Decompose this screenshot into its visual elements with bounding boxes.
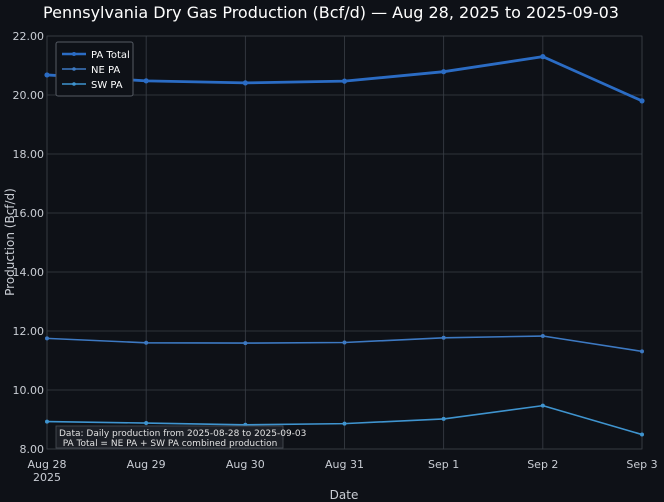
- data-point-ne-pa: [144, 340, 149, 345]
- annotation-line-1: Data: Daily production from 2025-08-28 t…: [59, 429, 306, 439]
- legend-label-ne-pa: NE PA: [91, 65, 120, 76]
- annotation-background: [55, 425, 284, 449]
- x-tick-label: Sep 1: [428, 458, 459, 471]
- data-point-pa-total: [441, 69, 447, 75]
- y-tick-label: 10.00: [13, 384, 45, 397]
- x-tick-label: Aug 30: [226, 458, 265, 471]
- x-tick-label: Aug 29: [127, 458, 166, 471]
- x-year-label: 2025: [33, 471, 61, 484]
- y-axis-title: Production (Bcf/d): [3, 188, 17, 296]
- data-point-pa-total: [540, 54, 546, 60]
- legend: PA Total NE PA SW PA: [55, 41, 134, 97]
- y-tick-label: 8.00: [20, 443, 45, 456]
- x-tick-label: Sep 2: [527, 458, 558, 471]
- data-point-pa-total: [44, 72, 50, 78]
- series-layer: [44, 54, 645, 437]
- y-tick-label: 16.00: [13, 207, 45, 220]
- legend-label-sw-pa: SW PA: [91, 80, 123, 91]
- data-point-ne-pa: [441, 335, 446, 340]
- data-point-pa-total: [639, 98, 645, 104]
- legend-label-pa-total: PA Total: [91, 50, 130, 61]
- data-point-sw-pa: [640, 432, 644, 437]
- y-tick-label: 18.00: [13, 148, 45, 161]
- data-point-sw-pa: [441, 416, 446, 421]
- data-point-sw-pa: [144, 421, 149, 426]
- y-tick-label: 22.00: [13, 30, 45, 43]
- data-point-pa-total: [242, 80, 248, 86]
- grid-layer: [46, 35, 643, 450]
- data-point-sw-pa: [342, 421, 347, 426]
- data-point-ne-pa: [45, 336, 49, 341]
- data-point-pa-total: [143, 78, 149, 84]
- tick-layer: 8.00 10.00 12.00 14.00 16.00 18.00 20.00 22.00 A…: [13, 30, 658, 471]
- x-tick-label: Sep 3: [626, 458, 657, 471]
- x-tick-label: Aug 31: [325, 458, 364, 471]
- data-point-sw-pa: [45, 419, 49, 424]
- x-tick-label: Aug 28: [28, 458, 67, 471]
- legend-marker-sw-pa: [72, 82, 76, 86]
- data-point-sw-pa: [540, 403, 545, 408]
- y-tick-label: 12.00: [13, 325, 45, 338]
- data-point-ne-pa: [342, 340, 347, 345]
- x-axis-title: Date: [330, 488, 359, 502]
- data-point-ne-pa: [243, 341, 248, 346]
- annotation-line-2: PA Total = NE PA + SW PA combined produc…: [63, 439, 278, 449]
- legend-marker-ne-pa: [72, 67, 76, 71]
- data-point-ne-pa: [640, 349, 644, 354]
- data-point-ne-pa: [540, 334, 545, 339]
- y-tick-label: 20.00: [13, 89, 45, 102]
- chart-title: Pennsylvania Dry Gas Production (Bcf/d) …: [43, 3, 619, 22]
- legend-marker-pa-total: [72, 52, 76, 56]
- data-point-pa-total: [341, 78, 348, 84]
- y-tick-label: 14.00: [13, 266, 45, 279]
- annotation-box: Data: Daily production from 2025-08-28 t…: [55, 425, 306, 449]
